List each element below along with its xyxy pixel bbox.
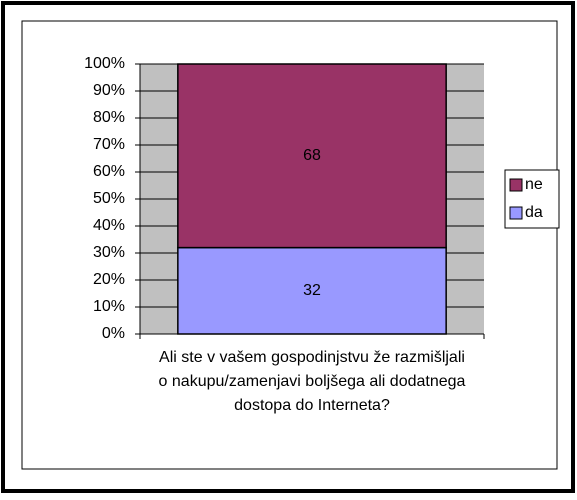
bar-segment (177, 246, 447, 335)
x-category-label: Ali ste v vašem gospodinjstvu že razmišl… (158, 349, 466, 414)
y-tick-label: 100% (84, 55, 125, 72)
y-tick-label: 40% (93, 217, 125, 234)
y-tick-label: 50% (93, 190, 125, 207)
y-tick-label: 30% (93, 244, 125, 261)
y-tick-label: 80% (93, 109, 125, 126)
y-tick-label: 60% (93, 163, 125, 180)
legend-label: ne (525, 176, 543, 193)
data-label: 68 (303, 147, 321, 164)
legend-swatch (509, 206, 523, 220)
y-tick-label: 70% (93, 136, 125, 153)
bar-segment (177, 63, 447, 249)
y-tick-label: 0% (102, 325, 125, 342)
data-label: 32 (303, 282, 321, 299)
y-tick-label: 20% (93, 271, 125, 288)
y-tick-label: 90% (93, 82, 125, 99)
y-tick-label: 10% (93, 298, 125, 315)
legend-label: da (525, 204, 543, 221)
x-category-label-box: Ali ste v vašem gospodinjstvu že razmišl… (158, 349, 466, 414)
legend-swatch (509, 178, 523, 192)
